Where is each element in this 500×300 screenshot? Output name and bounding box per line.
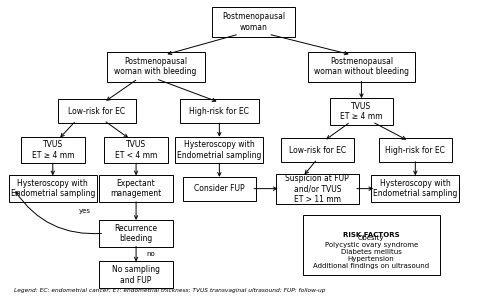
FancyBboxPatch shape [21,136,84,164]
Text: Hysteroscopy with
Endometrial sampling: Hysteroscopy with Endometrial sampling [177,140,262,160]
Text: Legend: EC: endometrial cancer; ET: endometrial thickness; TVUS transvaginal ult: Legend: EC: endometrial cancer; ET: endo… [14,288,325,293]
FancyBboxPatch shape [182,177,256,200]
FancyBboxPatch shape [176,136,264,164]
Text: No sampling
and FUP: No sampling and FUP [112,265,160,284]
Text: Hysteroscopy with
Endometrial sampling: Hysteroscopy with Endometrial sampling [373,179,458,198]
FancyBboxPatch shape [378,138,452,162]
FancyBboxPatch shape [308,52,416,82]
Text: Postmenopausal
woman: Postmenopausal woman [222,13,285,32]
Text: RISK FACTORS: RISK FACTORS [343,232,400,238]
FancyBboxPatch shape [330,98,394,125]
Text: TVUS
ET ≥ 4 mm: TVUS ET ≥ 4 mm [340,102,382,121]
FancyBboxPatch shape [302,215,440,275]
FancyBboxPatch shape [212,7,296,37]
Text: Low-risk for EC: Low-risk for EC [289,146,346,154]
FancyBboxPatch shape [280,138,354,162]
FancyBboxPatch shape [8,175,97,202]
Text: High-risk for EC: High-risk for EC [190,107,250,116]
Text: TVUS
ET < 4 mm: TVUS ET < 4 mm [115,140,158,160]
FancyBboxPatch shape [58,100,136,123]
FancyBboxPatch shape [276,174,359,203]
Text: Postmenopausal
woman with bleeding: Postmenopausal woman with bleeding [114,57,197,76]
FancyBboxPatch shape [106,52,204,82]
FancyBboxPatch shape [100,262,173,288]
Text: no: no [146,251,155,257]
FancyBboxPatch shape [104,136,168,164]
FancyBboxPatch shape [100,175,173,202]
Text: TVUS
ET ≥ 4 mm: TVUS ET ≥ 4 mm [32,140,74,160]
Text: Postmenopausal
woman without bleeding: Postmenopausal woman without bleeding [314,57,409,76]
FancyBboxPatch shape [180,100,258,123]
FancyBboxPatch shape [371,175,460,202]
Text: yes: yes [78,208,90,214]
Text: Recurrence
bleeding: Recurrence bleeding [114,224,158,243]
Text: Low-risk for EC: Low-risk for EC [68,107,126,116]
Text: Suspicion at FUP
and/or TVUS
ET > 11 mm: Suspicion at FUP and/or TVUS ET > 11 mm [286,174,349,203]
Text: Obesity
Polycystic ovary syndrome
Diabetes mellitus
Hypertension
Additional find: Obesity Polycystic ovary syndrome Diabet… [313,235,430,268]
Text: High-risk for EC: High-risk for EC [386,146,446,154]
Text: Expectant
management: Expectant management [110,179,162,198]
Text: Consider FUP: Consider FUP [194,184,244,193]
Text: Hysteroscopy with
Endometrial sampling: Hysteroscopy with Endometrial sampling [10,179,95,198]
FancyBboxPatch shape [100,220,173,247]
